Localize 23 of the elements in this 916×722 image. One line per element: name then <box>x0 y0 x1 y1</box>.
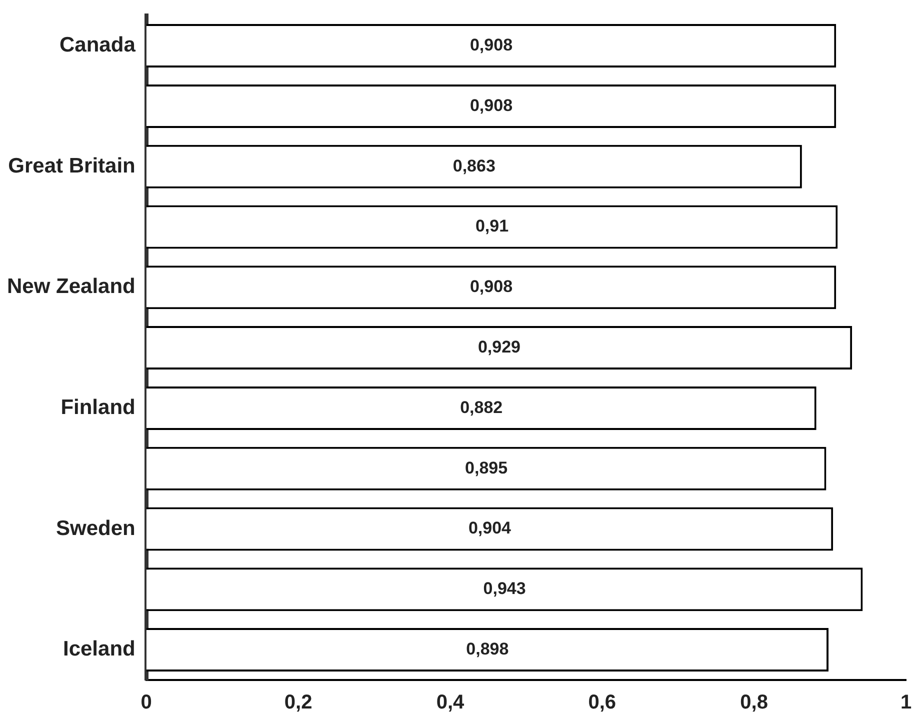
data-label: 0,943 <box>483 579 526 598</box>
y-tick-label: Sweden <box>56 516 136 540</box>
data-label: 0,908 <box>470 35 513 54</box>
data-label: 0,863 <box>452 156 496 176</box>
y-tick-label: Finland <box>60 396 136 419</box>
x-tick-label: 0 <box>140 692 152 714</box>
x-tick-label: 0,4 <box>436 692 465 714</box>
x-tick-label: 1 <box>900 692 912 714</box>
data-label: 0,908 <box>470 277 513 296</box>
data-label: 0,929 <box>478 337 520 356</box>
y-tick-label: New Zealand <box>6 275 136 298</box>
y-tick-label: Iceland <box>62 638 136 661</box>
y-tick-label: Great Britain <box>8 154 136 178</box>
data-label: 0,908 <box>470 96 513 115</box>
data-label: 0,882 <box>460 398 503 417</box>
data-label: 0,895 <box>465 458 508 478</box>
x-tick-label: 0,6 <box>588 692 616 714</box>
y-tick-label: Canada <box>60 34 136 57</box>
x-tick-label: 0,8 <box>740 692 768 714</box>
data-label: 0,904 <box>468 518 512 538</box>
x-tick-label: 0,2 <box>284 692 312 714</box>
data-label: 0,91 <box>475 216 509 236</box>
data-label: 0,898 <box>466 639 509 658</box>
